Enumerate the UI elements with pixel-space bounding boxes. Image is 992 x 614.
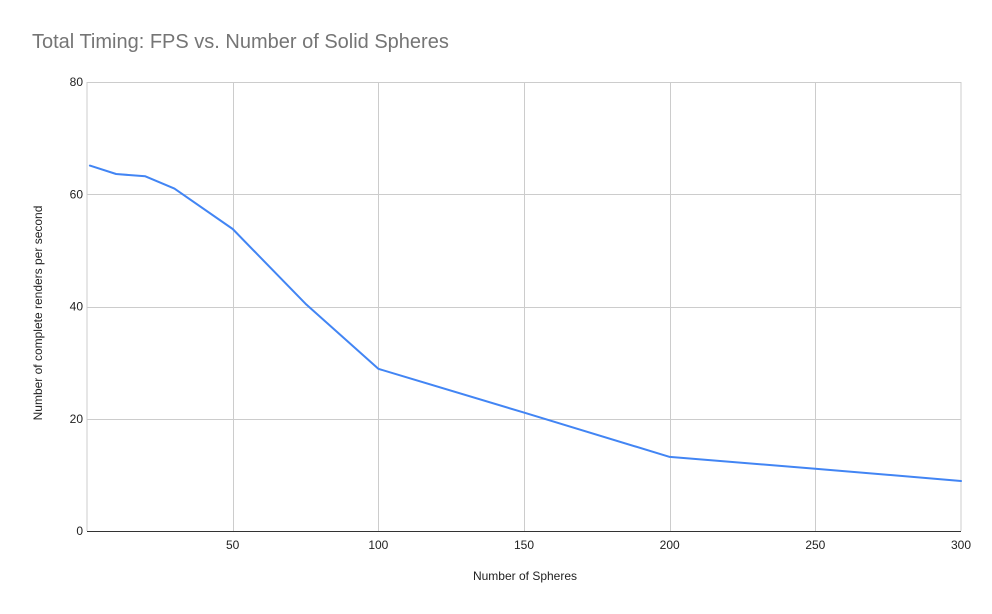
grid-lines [86,82,962,532]
y-tick-label: 40 [70,300,84,314]
x-tick-label: 200 [660,538,680,552]
x-tick-label: 150 [514,538,534,552]
chart-title: Total Timing: FPS vs. Number of Solid Sp… [32,31,449,53]
x-axis-title: Number of Spheres [473,569,577,583]
y-tick-label: 20 [70,412,84,426]
series-line [88,164,962,482]
y-tick-label: 60 [70,187,84,201]
tick-labels: 0 20 40 60 80 50 100 150 200 250 300 [70,75,972,552]
y-tick-label: 80 [70,75,84,89]
y-axis-title: Number of complete renders per second [31,206,45,421]
x-tick-label: 300 [951,538,971,552]
series-lines [88,164,962,482]
x-tick-label: 250 [805,538,825,552]
x-tick-label: 50 [226,538,240,552]
x-tick-label: 100 [368,538,388,552]
y-tick-label: 0 [76,524,83,538]
